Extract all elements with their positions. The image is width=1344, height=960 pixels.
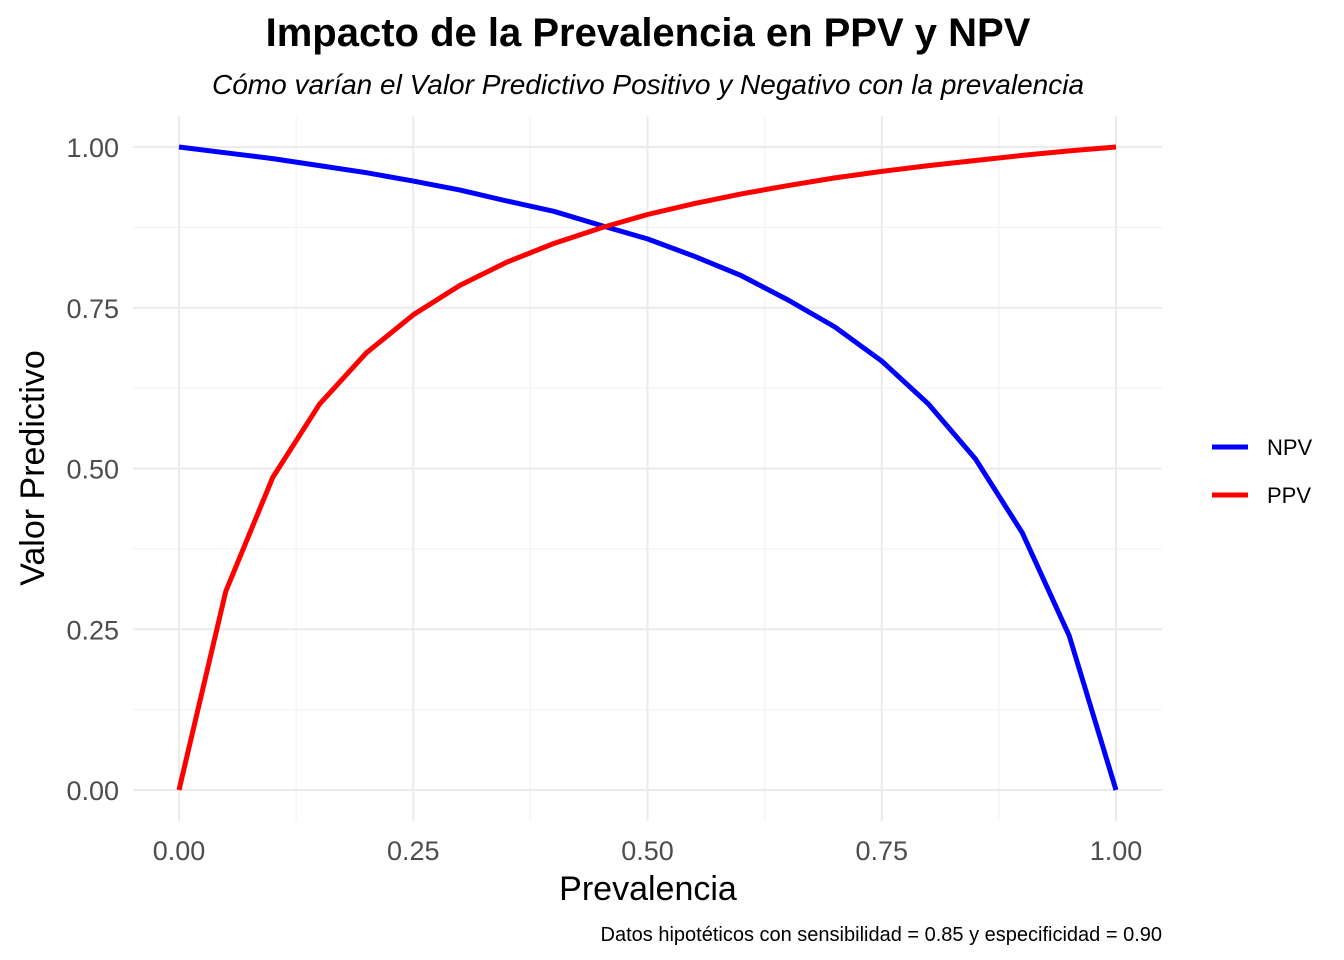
y-axis-title: Valor Predictivo xyxy=(14,350,52,586)
y-axis-ticks: 0.00 0.25 0.50 0.75 1.00 xyxy=(66,133,119,806)
y-tick-label: 0.50 xyxy=(66,455,119,485)
legend: NPV PPV xyxy=(1212,435,1313,508)
x-tick-label: 0.25 xyxy=(387,836,440,866)
legend-item-ppv: PPV xyxy=(1212,483,1311,508)
legend-label: NPV xyxy=(1267,435,1313,460)
x-axis-title: Prevalencia xyxy=(559,870,737,908)
y-tick-label: 0.00 xyxy=(66,776,119,806)
y-tick-label: 1.00 xyxy=(66,133,119,163)
x-axis-ticks: 0.00 0.25 0.50 0.75 1.00 xyxy=(153,836,1143,866)
series-lines xyxy=(176,144,1119,791)
chart-caption: Datos hipotéticos con sensibilidad = 0.8… xyxy=(601,924,1162,946)
series-line-npv xyxy=(178,144,1119,791)
x-tick-label: 1.00 xyxy=(1090,836,1143,866)
chart-title: Impacto de la Prevalencia en PPV y NPV xyxy=(266,11,1031,55)
x-tick-label: 0.75 xyxy=(855,836,908,866)
y-tick-label: 0.25 xyxy=(66,615,119,645)
chart-subtitle: Cómo varían el Valor Predictivo Positivo… xyxy=(212,69,1084,100)
series-line-ppv xyxy=(176,144,1117,791)
plot-grid xyxy=(133,116,1162,821)
x-tick-label: 0.00 xyxy=(153,836,206,866)
legend-item-npv: NPV xyxy=(1212,435,1313,460)
legend-label: PPV xyxy=(1267,483,1311,508)
y-tick-label: 0.75 xyxy=(66,294,119,324)
x-tick-label: 0.50 xyxy=(621,836,674,866)
